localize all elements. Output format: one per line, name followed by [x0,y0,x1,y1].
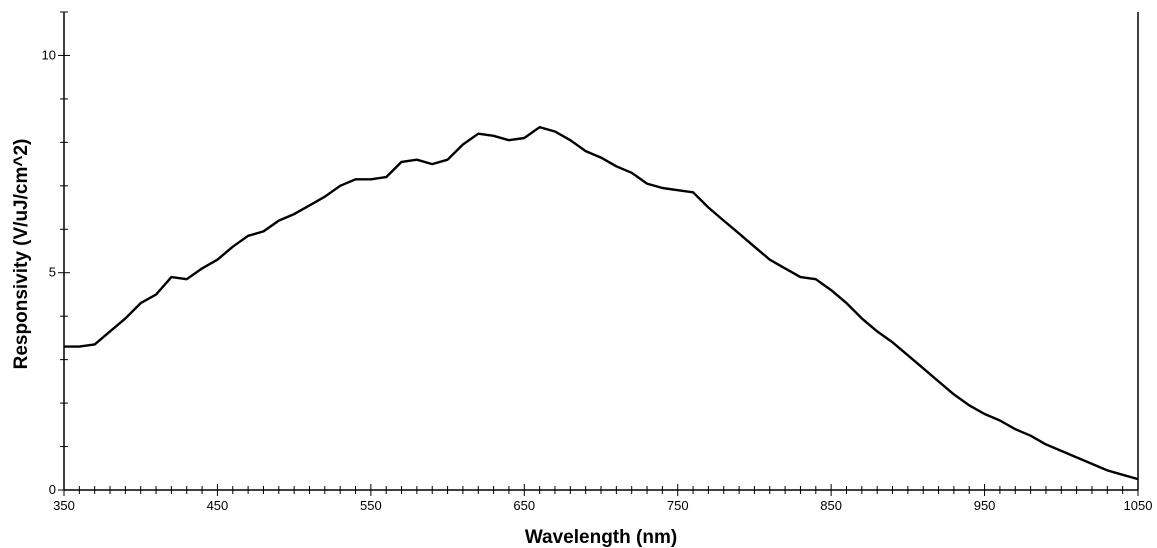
x-axis-title: Wavelength (nm) [525,527,677,548]
y-axis-title: Responsivity (V/uJ/cm^2) [11,139,32,370]
x-tick-label: 350 [53,498,75,513]
y-tick-labels: 0 5 10 [42,47,56,497]
x-tick-label: 750 [667,498,689,513]
x-tick-label: 950 [974,498,996,513]
x-tick-label: 650 [513,498,535,513]
y-tick-label: 5 [49,265,56,280]
x-tick-label: 1050 [1124,498,1153,513]
axis-ticks [58,11,1139,496]
responsivity-series-line [64,126,1139,481]
x-tick-labels: 350 450 550 650 750 850 950 1050 [53,498,1152,513]
x-tick-label: 850 [820,498,842,513]
y-tick-label: 0 [49,482,56,497]
y-tick-label: 10 [42,47,56,62]
x-tick-label: 550 [360,498,382,513]
x-tick-label: 450 [207,498,229,513]
